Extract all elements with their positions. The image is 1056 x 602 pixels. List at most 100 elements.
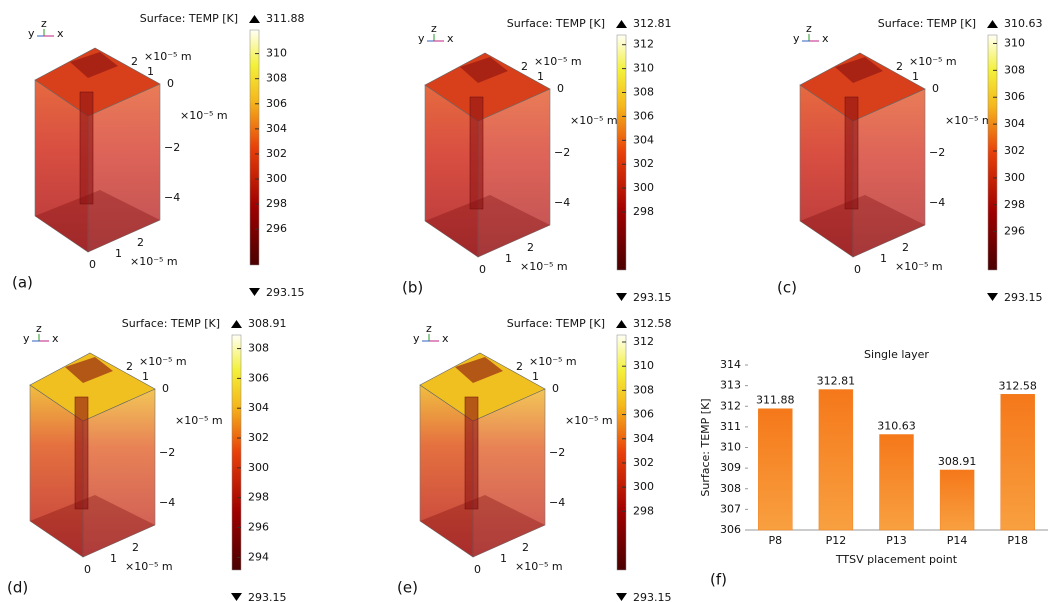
axis-tick-label: 1 bbox=[880, 252, 887, 265]
axis-tick-label: 2 bbox=[522, 541, 529, 554]
max-marker bbox=[231, 320, 242, 328]
colorbar-tick-label: 306 bbox=[633, 408, 654, 421]
axis-tick-label: 0 bbox=[167, 77, 174, 90]
axis-tick-label: 1 bbox=[532, 370, 539, 383]
axis-tick-label: 0 bbox=[84, 563, 91, 576]
colorbar-tick-label: 306 bbox=[248, 371, 269, 384]
colorbar bbox=[250, 30, 259, 265]
panel-label: (d) bbox=[7, 579, 28, 597]
axis-tick-label: 1 bbox=[912, 70, 919, 83]
min-marker bbox=[616, 593, 627, 601]
panel: yzx2×10⁻⁵ m10×10⁻⁵ m−2−4012×10⁻⁵ m(b)Sur… bbox=[402, 17, 672, 304]
y-tick-label: 307 bbox=[720, 502, 741, 515]
axis-unit: ×10⁻⁵ m bbox=[529, 355, 577, 368]
colorbar-tick-label: 302 bbox=[266, 147, 287, 160]
colorbar-tick-label: 310 bbox=[266, 47, 287, 60]
axis-tick-label: 1 bbox=[505, 252, 512, 265]
axis-tick-label: 1 bbox=[142, 370, 149, 383]
axis-tick-label: 0 bbox=[932, 82, 939, 95]
axis-tick-label: −4 bbox=[554, 196, 570, 209]
axis-tick-label: 0 bbox=[552, 382, 559, 395]
triad-label: y bbox=[793, 32, 800, 45]
axis-tick-label: 0 bbox=[479, 263, 486, 276]
via bbox=[470, 97, 483, 209]
axis-tick-label: −4 bbox=[549, 496, 565, 509]
panel: yzx2×10⁻⁵ m10×10⁻⁵ m−2−4012×10⁻⁵ m(d)Sur… bbox=[7, 317, 287, 602]
colorbar-tick-label: 308 bbox=[633, 85, 654, 98]
colorbar bbox=[617, 335, 626, 570]
y-tick-label: 313 bbox=[720, 379, 741, 392]
chart-title: Single layer bbox=[864, 348, 929, 361]
colorbar-tick-label: 306 bbox=[1004, 90, 1025, 103]
colorbar-min: 293.15 bbox=[248, 591, 287, 602]
colorbar-tick-label: 302 bbox=[633, 157, 654, 170]
colorbar-tick-label: 296 bbox=[248, 521, 269, 534]
x-axis-label: TTSV placement point bbox=[835, 553, 958, 566]
axis-unit: ×10⁻⁵ m bbox=[125, 560, 173, 573]
axis-tick-label: 0 bbox=[89, 258, 96, 271]
x-tick-label: P8 bbox=[768, 534, 782, 547]
axis-unit: ×10⁻⁵ m bbox=[130, 255, 178, 268]
panel: yzx2×10⁻⁵ m10×10⁻⁵ m−2−4012×10⁻⁵ m(e)Sur… bbox=[397, 317, 672, 602]
bar bbox=[940, 470, 974, 530]
min-marker bbox=[249, 288, 260, 296]
colorbar-max: 312.81 bbox=[633, 17, 672, 30]
panel-label: (f) bbox=[710, 571, 727, 589]
axis-tick-label: 2 bbox=[137, 236, 144, 249]
panel-label: (e) bbox=[397, 579, 418, 597]
via bbox=[465, 397, 478, 509]
axis-tick-label: 2 bbox=[516, 360, 523, 373]
triad-label: y bbox=[28, 27, 35, 40]
axis-tick-label: 0 bbox=[854, 263, 861, 276]
axis-tick-label: 2 bbox=[896, 60, 903, 73]
axis-tick-label: 1 bbox=[147, 65, 154, 78]
bar bbox=[880, 435, 914, 530]
axis-unit: ×10⁻⁵ m bbox=[570, 114, 618, 127]
bar bbox=[758, 409, 792, 530]
colorbar-tick-label: 302 bbox=[1004, 144, 1025, 157]
colorbar-tick-label: 296 bbox=[1004, 225, 1025, 238]
axis-tick-label: 0 bbox=[474, 563, 481, 576]
x-tick-label: P13 bbox=[886, 534, 907, 547]
axis-tick-label: −4 bbox=[159, 496, 175, 509]
colorbar-tick-label: 310 bbox=[633, 359, 654, 372]
colorbar-min: 293.15 bbox=[633, 591, 672, 602]
axis-tick-label: 1 bbox=[500, 552, 507, 565]
data-label: 311.88 bbox=[756, 394, 795, 407]
colorbar-tick-label: 312 bbox=[633, 335, 654, 348]
colorbar-tick-label: 294 bbox=[248, 550, 269, 563]
colorbar bbox=[617, 35, 626, 270]
triad-label: x bbox=[52, 332, 59, 345]
triad-label: x bbox=[57, 27, 64, 40]
min-marker bbox=[987, 293, 998, 301]
data-label: 310.63 bbox=[877, 420, 916, 433]
data-label: 312.58 bbox=[998, 379, 1037, 392]
axis-unit: ×10⁻⁵ m bbox=[945, 114, 993, 127]
triad-label: y bbox=[23, 332, 30, 345]
colorbar-tick-label: 304 bbox=[1004, 117, 1025, 130]
colorbar-tick-label: 300 bbox=[248, 461, 269, 474]
axis-tick-label: 1 bbox=[115, 247, 122, 260]
axis-tick-label: −2 bbox=[164, 141, 180, 154]
y-tick-label: 306 bbox=[720, 523, 741, 536]
panel-label: (b) bbox=[402, 279, 423, 297]
x-tick-label: P12 bbox=[826, 534, 847, 547]
colorbar-title: Surface: TEMP [K] bbox=[507, 317, 605, 330]
y-tick-label: 310 bbox=[720, 441, 741, 454]
triad-label: x bbox=[442, 332, 449, 345]
colorbar-tick-label: 308 bbox=[1004, 63, 1025, 76]
axis-tick-label: 1 bbox=[537, 70, 544, 83]
colorbar-tick-label: 300 bbox=[633, 181, 654, 194]
colorbar-tick-label: 298 bbox=[633, 504, 654, 517]
colorbar bbox=[232, 335, 241, 570]
triad-label: x bbox=[822, 32, 829, 45]
max-marker bbox=[249, 15, 260, 23]
axis-unit: ×10⁻⁵ m bbox=[144, 50, 192, 63]
bar bbox=[1001, 394, 1035, 530]
axis-unit: ×10⁻⁵ m bbox=[515, 560, 563, 573]
triad-label: z bbox=[431, 22, 437, 35]
panel: yzx2×10⁻⁵ m10×10⁻⁵ m−2−4012×10⁻⁵ m(c)Sur… bbox=[777, 17, 1043, 304]
axis-tick-label: 2 bbox=[131, 55, 138, 68]
triad-label: z bbox=[36, 322, 42, 335]
